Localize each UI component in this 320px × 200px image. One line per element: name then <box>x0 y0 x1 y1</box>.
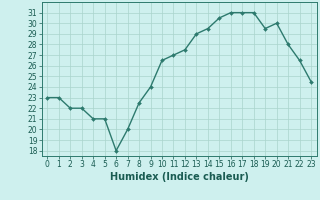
X-axis label: Humidex (Indice chaleur): Humidex (Indice chaleur) <box>110 172 249 182</box>
